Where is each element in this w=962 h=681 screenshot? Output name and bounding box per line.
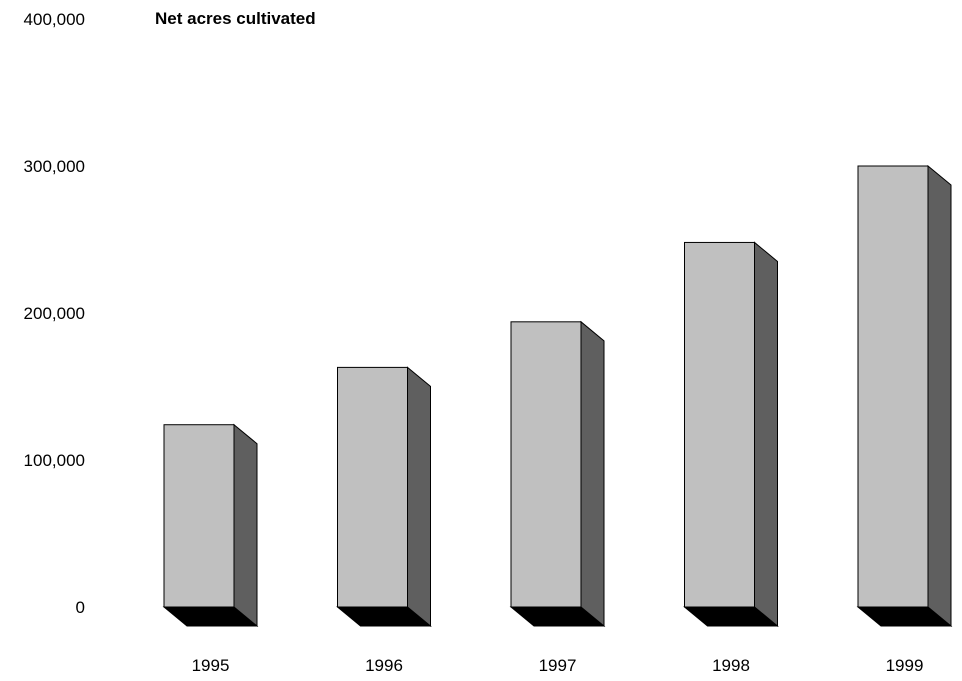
y-tick-label: 300,000 [24, 157, 85, 176]
x-tick-label: 1998 [712, 656, 750, 675]
bar-side [233, 423, 258, 628]
bar-face [510, 321, 582, 608]
x-tick-label: 1995 [192, 656, 230, 675]
bar-face [857, 165, 929, 608]
x-tick-label: 1997 [539, 656, 577, 675]
bar-face [684, 241, 755, 608]
x-tick-label: 1999 [886, 656, 924, 675]
y-tick-label: 0 [76, 598, 85, 617]
bar-side [754, 241, 778, 628]
x-axis-ticks: 1995 1996 1997 1998 1999 [192, 656, 924, 675]
chart-title: Net acres cultivated [155, 9, 316, 28]
bar-1995 [162, 423, 259, 628]
bar-side [407, 366, 431, 628]
y-tick-label: 100,000 [24, 451, 85, 470]
bar-1999 [856, 164, 953, 628]
bar-1997 [509, 320, 606, 628]
bar-face [163, 424, 235, 608]
y-tick-label: 200,000 [24, 304, 85, 323]
bar-face [337, 366, 408, 608]
bar-side [580, 320, 605, 628]
bar-1998 [683, 241, 779, 628]
bar-side [927, 164, 952, 628]
x-tick-label: 1996 [365, 656, 403, 675]
bar-1996 [336, 366, 432, 628]
y-axis-ticks: 0 100,000 200,000 300,000 400,000 [24, 10, 85, 617]
bars [162, 164, 953, 628]
y-tick-label: 400,000 [24, 10, 85, 29]
